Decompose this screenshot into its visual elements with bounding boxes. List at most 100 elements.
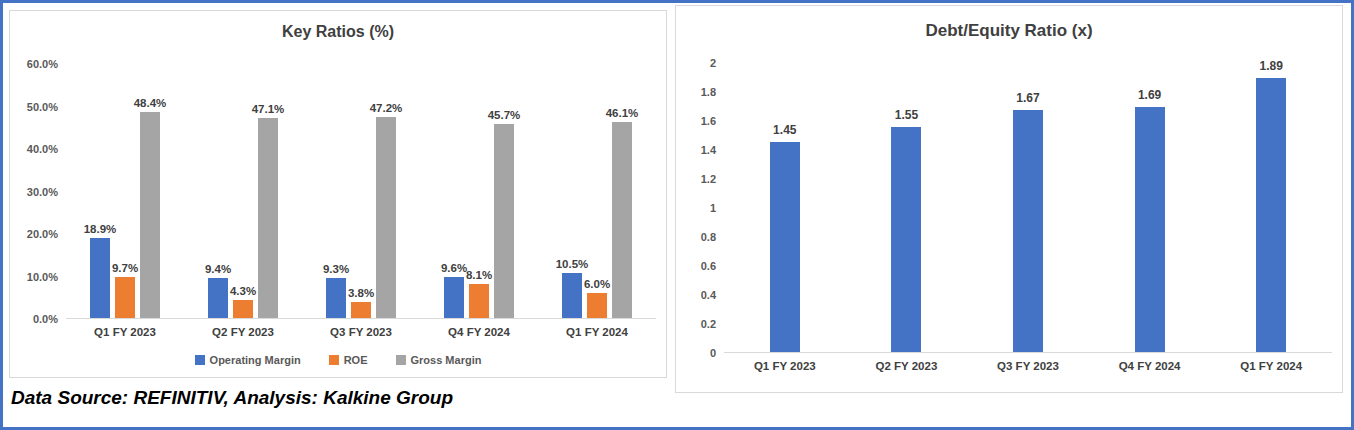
x-category-label: Q4 FY 2024: [1089, 360, 1211, 372]
bar-value-label: 48.4%: [134, 97, 167, 109]
figure-frame: Key Ratios (%) 0.0%10.0%20.0%30.0%40.0%5…: [0, 0, 1354, 430]
y-tick-label: 40.0%: [27, 142, 58, 156]
x-category-label: Q1 FY 2024: [1210, 360, 1332, 372]
y-tick-label: 1.8: [701, 85, 716, 99]
x-category-label: Q1 FY 2023: [66, 326, 184, 338]
roe-bar: 3.8%: [351, 302, 371, 318]
bar-value-label: 1.67: [1016, 91, 1039, 105]
bar-value-label: 4.3%: [230, 285, 256, 297]
x-category-label: Q1 FY 2024: [538, 326, 656, 338]
gross-margin-bar: 47.2%: [376, 117, 396, 318]
bar-group: 9.6%8.1%45.7%: [420, 124, 538, 318]
bar-value-label: 9.6%: [441, 262, 467, 274]
y-tick-label: 60.0%: [27, 57, 58, 71]
bar-value-label: 18.9%: [84, 223, 117, 235]
bar-group: 1.67: [967, 110, 1089, 352]
y-tick-label: 0.8: [701, 230, 716, 244]
bar-value-label: 1.55: [895, 108, 918, 122]
y-tick-label: 1.4: [701, 143, 716, 157]
bar-group: 1.69: [1089, 107, 1211, 352]
plot-column: 1.45 1.55 1.67 1.69 1.89 Q1 FY 2023Q2 FY 202…: [724, 63, 1342, 372]
gross-margin-bar: 46.1%: [612, 122, 632, 318]
debt-equity-ratio-bar: 1.67: [1013, 110, 1043, 352]
plot-column: 18.9%9.7%48.4%9.4%4.3%47.1%9.3%3.8%47.2%…: [66, 64, 666, 338]
x-category-label: Q2 FY 2023: [846, 360, 968, 372]
bar-value-label: 1.89: [1259, 59, 1282, 73]
operating-margin-bar: 9.4%: [208, 278, 228, 318]
y-tick-label: 10.0%: [27, 270, 58, 284]
chart-title: Key Ratios (%): [10, 11, 666, 43]
operating-margin-bar: 18.9%: [90, 238, 110, 318]
bar-value-label: 6.0%: [584, 278, 610, 290]
legend-item: Gross Margin: [396, 354, 482, 366]
legend-swatch-icon: [329, 355, 339, 365]
y-tick-label: 0.6: [701, 259, 716, 273]
x-category-label: Q3 FY 2023: [967, 360, 1089, 372]
data-source-caption: Data Source: REFINITIV, Analysis: Kalkin…: [11, 387, 453, 409]
y-tick-label: 0.2: [701, 317, 716, 331]
bar-group: 1.89: [1210, 78, 1332, 352]
bar-value-label: 10.5%: [556, 258, 589, 270]
key-ratios-chart: Key Ratios (%) 0.0%10.0%20.0%30.0%40.0%5…: [9, 10, 667, 378]
bar-value-label: 9.4%: [205, 263, 231, 275]
chart-title: Debt/Equity Ratio (x): [676, 6, 1342, 42]
debt-equity-ratio-bar: 1.55: [891, 127, 921, 352]
plot-area: 18.9%9.7%48.4%9.4%4.3%47.1%9.3%3.8%47.2%…: [66, 64, 656, 319]
debt-equity-chart: Debt/Equity Ratio (x) 00.20.40.60.811.21…: [675, 5, 1343, 393]
gross-margin-bar: 45.7%: [494, 124, 514, 318]
x-axis: Q1 FY 2023Q2 FY 2023Q3 FY 2023Q4 FY 2024…: [66, 326, 656, 338]
legend-swatch-icon: [195, 355, 205, 365]
bar-group: 1.55: [846, 127, 968, 352]
legend: Operating Margin ROE Gross Margin: [10, 354, 666, 366]
bar-group: 18.9%9.7%48.4%: [66, 112, 184, 318]
bar-group: 1.45: [724, 142, 846, 352]
y-tick-label: 1: [710, 201, 716, 215]
x-axis: Q1 FY 2023Q2 FY 2023Q3 FY 2023Q4 FY 2024…: [724, 360, 1332, 372]
bar-value-label: 47.1%: [252, 103, 285, 115]
legend-item: ROE: [329, 354, 368, 366]
debt-equity-ratio-bar: 1.69: [1135, 107, 1165, 352]
plot-area: 1.45 1.55 1.67 1.69 1.89: [724, 63, 1332, 353]
bar-value-label: 1.69: [1138, 88, 1161, 102]
debt-equity-ratio-bar: 1.45: [770, 142, 800, 352]
legend-label: Gross Margin: [411, 354, 482, 366]
bar-value-label: 46.1%: [606, 107, 639, 119]
legend-item: Operating Margin: [195, 354, 301, 366]
y-tick-label: 30.0%: [27, 185, 58, 199]
roe-bar: 8.1%: [469, 284, 489, 318]
chart-body: 00.20.40.60.811.21.41.61.82 1.451.551.67…: [676, 63, 1342, 372]
bar-value-label: 45.7%: [488, 109, 521, 121]
bar-group: 10.5% 6.0%46.1%: [538, 122, 656, 318]
operating-margin-bar: 9.3%: [326, 278, 346, 318]
roe-bar: 4.3%: [233, 300, 253, 318]
y-tick-label: 2: [710, 56, 716, 70]
operating-margin-bar: 9.6%: [444, 277, 464, 318]
gross-margin-bar: 48.4%: [140, 112, 160, 318]
bar-group: 9.3%3.8%47.2%: [302, 117, 420, 318]
bar-group: 9.4%4.3%47.1%: [184, 118, 302, 318]
y-tick-label: 1.2: [701, 172, 716, 186]
y-tick-label: 50.0%: [27, 100, 58, 114]
roe-bar: 9.7%: [115, 277, 135, 318]
legend-label: Operating Margin: [210, 354, 301, 366]
bar-value-label: 8.1%: [466, 269, 492, 281]
bar-value-label: 47.2%: [370, 102, 403, 114]
bar-value-label: 9.3%: [323, 263, 349, 275]
x-category-label: Q3 FY 2023: [302, 326, 420, 338]
legend-swatch-icon: [396, 355, 406, 365]
chart-body: 0.0%10.0%20.0%30.0%40.0%50.0%60.0% 18.9%…: [10, 64, 666, 338]
y-tick-label: 0.0%: [33, 312, 58, 326]
y-axis: 00.20.40.60.811.21.41.61.82: [676, 63, 724, 353]
legend-label: ROE: [344, 354, 368, 366]
x-category-label: Q1 FY 2023: [724, 360, 846, 372]
bar-value-label: 1.45: [773, 123, 796, 137]
debt-equity-ratio-bar: 1.89: [1256, 78, 1286, 352]
y-tick-label: 1.6: [701, 114, 716, 128]
x-category-label: Q2 FY 2023: [184, 326, 302, 338]
y-tick-label: 0: [710, 346, 716, 360]
x-category-label: Q4 FY 2024: [420, 326, 538, 338]
bar-value-label: 3.8%: [348, 287, 374, 299]
bar-value-label: 9.7%: [112, 262, 138, 274]
roe-bar: 6.0%: [587, 293, 607, 319]
y-axis: 0.0%10.0%20.0%30.0%40.0%50.0%60.0%: [10, 64, 66, 319]
